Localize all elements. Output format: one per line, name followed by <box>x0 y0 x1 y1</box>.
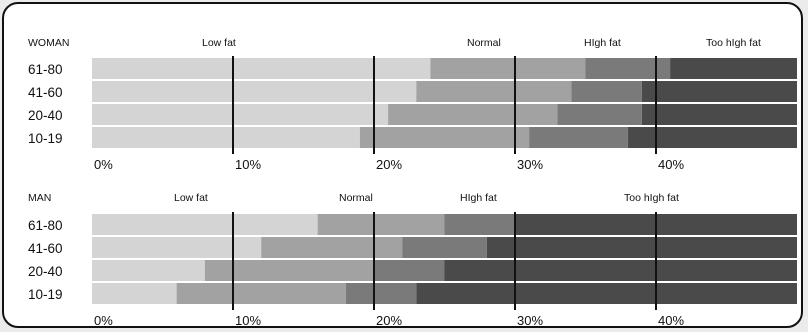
woman-tick-label: 20% <box>376 157 402 172</box>
chart-panel: WOMAN Low fat Normal HIgh fat Too hIgh fat 61… <box>2 2 803 328</box>
man-bar-10-19-low-fat <box>92 283 177 304</box>
woman-age-label: 61-80 <box>28 62 63 77</box>
man-bar-10-19-high-fat <box>345 283 417 304</box>
woman-bar-61-80-normal <box>430 58 586 79</box>
man-age-label: 10-19 <box>28 287 63 302</box>
woman-group-label: WOMAN <box>28 37 69 49</box>
woman-bar-41-60-high-fat <box>571 81 642 102</box>
woman-tick-label: 40% <box>658 157 684 172</box>
woman-zone-label-normal: Normal <box>467 37 501 49</box>
woman-bar-41-60-low-fat <box>92 81 417 102</box>
woman-bar-20-40-high-fat <box>557 104 642 125</box>
man-bar-20-40-low-fat <box>92 260 205 281</box>
man-bar-41-60-high-fat <box>402 237 487 258</box>
woman-bar-41-60-normal <box>416 81 572 102</box>
woman-bar-10-19-too-high-fat <box>627 127 797 148</box>
man-group-label: MAN <box>28 192 51 204</box>
woman-zone-label-high-fat: HIgh fat <box>584 37 621 49</box>
man-zone-label-too-high-fat: Too hIgh fat <box>624 192 679 204</box>
woman-tick-label: 10% <box>235 157 261 172</box>
man-tick-label: 30% <box>517 313 543 328</box>
man-bar-41-60-too-high-fat <box>486 237 797 258</box>
woman-bar-20-40-normal <box>388 104 558 125</box>
man-age-label: 20-40 <box>28 264 63 279</box>
man-bar-61-80-low-fat <box>92 214 318 235</box>
man-bar-20-40-high-fat <box>374 260 445 281</box>
man-bar-20-40-normal <box>204 260 374 281</box>
woman-bar-20-40-too-high-fat <box>641 104 797 125</box>
woman-age-label: 20-40 <box>28 108 63 123</box>
man-bar-61-80-normal <box>317 214 445 235</box>
woman-age-label: 41-60 <box>28 85 63 100</box>
woman-bar-10-19-high-fat <box>529 127 628 148</box>
woman-tick-label: 0% <box>94 157 113 172</box>
man-tick-label: 0% <box>94 313 113 328</box>
woman-bar-61-80-high-fat <box>585 58 671 79</box>
woman-bar-41-60-too-high-fat <box>641 81 797 102</box>
woman-bar-61-80-low-fat <box>92 58 431 79</box>
woman-zone-label-low-fat: Low fat <box>202 37 236 49</box>
woman-zone-label-too-high-fat: Too hIgh fat <box>706 37 761 49</box>
man-zone-label-high-fat: HIgh fat <box>460 192 497 204</box>
woman-bar-61-80-too-high-fat <box>670 58 797 79</box>
woman-tick-label: 30% <box>517 157 543 172</box>
man-bar-61-80-high-fat <box>444 214 515 235</box>
man-tick-label: 10% <box>235 313 261 328</box>
man-tick-label: 40% <box>658 313 684 328</box>
man-tick-label: 20% <box>376 313 402 328</box>
man-bar-20-40-too-high-fat <box>444 260 797 281</box>
man-zone-label-normal: Normal <box>339 192 373 204</box>
man-bar-41-60-low-fat <box>92 237 262 258</box>
woman-age-label: 10-19 <box>28 131 63 146</box>
man-bar-10-19-normal <box>176 283 346 304</box>
woman-bar-10-19-normal <box>359 127 530 148</box>
woman-bar-10-19-low-fat <box>92 127 360 148</box>
man-bar-41-60-normal <box>261 237 403 258</box>
woman-bar-20-40-low-fat <box>92 104 389 125</box>
man-zone-label-low-fat: Low fat <box>174 192 208 204</box>
man-age-label: 41-60 <box>28 241 63 256</box>
body-fat-chart: WOMAN Low fat Normal HIgh fat Too hIgh fat 61… <box>28 37 797 328</box>
man-bar-10-19-too-high-fat <box>416 283 797 304</box>
man-age-label: 61-80 <box>28 218 63 233</box>
